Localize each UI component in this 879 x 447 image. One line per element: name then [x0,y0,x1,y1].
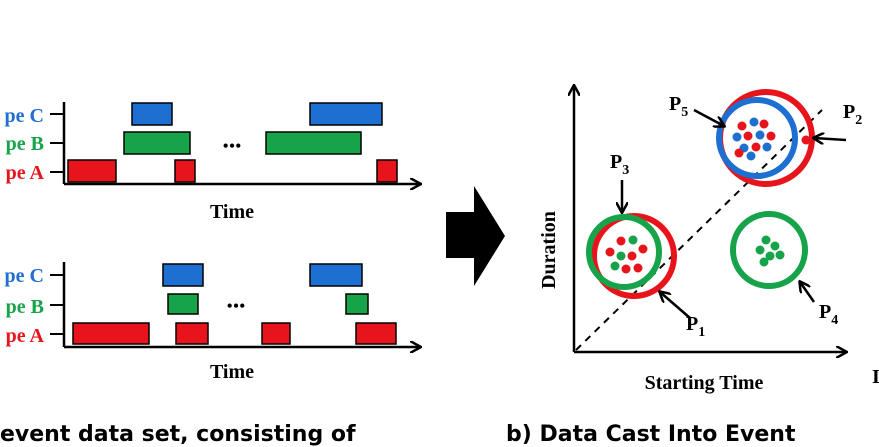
timeline-x-label: Time [210,361,254,383]
label-p5: P5 [669,93,688,120]
pointer-arrow-p2 [814,138,847,140]
data-point [605,247,615,257]
type-b-label: pe B [6,296,44,318]
data-point [762,142,772,152]
label-p3: P3 [610,151,629,178]
data-point [766,131,776,141]
pointer-arrow-p1 [660,292,691,319]
edge-mark: I [872,366,879,388]
scatter-y-label: Duration [538,211,560,289]
timeline-x-label: Time [210,201,254,223]
ellipsis: ••• [227,296,246,316]
event-b [345,293,369,315]
event-b [123,131,191,155]
cluster-circle-p4 [730,211,808,289]
data-point [732,132,742,142]
data-point [765,251,775,261]
event-c [131,102,173,126]
event-a [72,322,150,345]
data-point [743,131,753,141]
data-point [627,251,637,261]
data-point [759,119,769,129]
event-a [175,322,209,345]
data-point [770,241,780,251]
label-p4: P4 [819,301,838,328]
cluster-circle-p5 [716,97,798,179]
data-point [616,251,626,261]
data-point [755,130,765,140]
right-arrow-icon [446,186,505,286]
type-c-label: pe C [5,105,44,127]
data-point [759,257,769,267]
ellipsis: ••• [223,136,242,156]
event-b [167,293,199,315]
data-point [761,235,771,245]
event-b [265,131,362,155]
event-a [67,159,117,183]
data-point [775,250,785,260]
scatter-panel: Duration Starting Time [538,86,879,394]
cluster-circle-p3 [586,214,662,290]
data-point [746,151,756,161]
diagonal-line [575,109,823,351]
event-a [174,159,196,183]
data-point [628,235,638,245]
event-a [355,322,397,345]
caption-right: b) Data Cast Into Event [506,422,796,447]
type-a-label: pe A [6,325,45,347]
timeline-top: pe C pe B pe A ••• Time [5,102,420,223]
pointer-arrow-p4 [800,282,816,303]
data-point [621,264,631,274]
data-point [755,245,765,255]
data-point [734,148,744,158]
data-point [633,263,643,273]
event-a [376,159,398,183]
data-point [749,117,759,127]
data-point [751,142,761,152]
type-a-label: pe A [6,162,45,184]
event-c [309,102,383,126]
label-p2: P2 [843,101,862,128]
data-point [616,236,626,246]
label-p1: P1 [686,313,705,340]
type-b-label: pe B [6,133,44,155]
scatter-x-label: Starting Time [645,372,764,394]
event-c [162,263,204,287]
timeline-bottom: pe C pe B pe A ••• Time [5,262,420,383]
event-a [261,322,291,345]
type-c-label: pe C [5,265,44,287]
data-point [638,244,648,254]
pointer-arrow-p5 [693,108,724,126]
data-point [737,121,747,131]
data-point [801,135,811,145]
data-point [610,261,620,271]
event-c [309,263,363,287]
caption-left: event data set, consisting of [0,422,356,447]
